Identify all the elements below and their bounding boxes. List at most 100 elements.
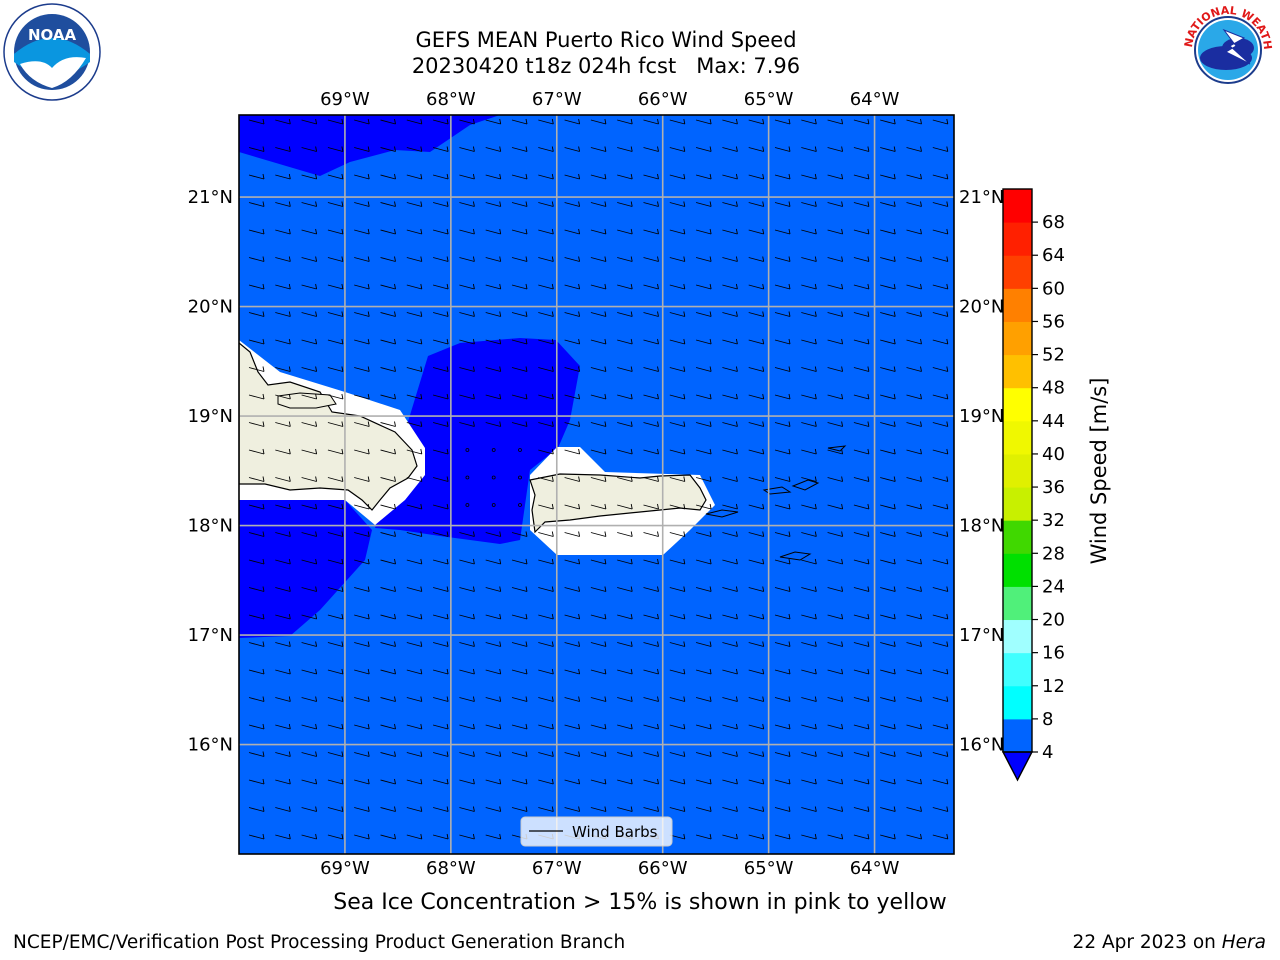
wind-barb-flag [946,421,949,427]
wind-barb [380,312,396,317]
wind-barb [327,669,344,675]
wind-barb-flag [394,448,396,455]
wind-barb [485,779,501,785]
wind-barb-flag [341,503,344,510]
wind-barb-flag [288,668,291,675]
wind-barb [459,532,475,537]
wind-barb [354,449,370,455]
wind-barb-flag [788,641,791,647]
wind-barb-flag [762,531,765,537]
wind-barb [590,174,607,180]
wind-barb-flag [551,476,554,482]
wind-barb-flag [367,503,370,510]
wind-barb-flag [841,778,844,785]
wind-barb-flag [735,421,738,427]
wind-barb-flag [262,146,265,152]
wind-barb-flag [578,696,581,702]
wind-barb [538,147,554,152]
wind-barb-flag [551,393,554,400]
wind-barb [801,807,817,812]
wind-barb [564,504,580,510]
wind-barb [722,229,738,235]
wind-barb-flag [814,476,817,482]
wind-barb [354,807,370,812]
wind-barb-flag [262,393,265,400]
colorbar-bin-48-52 [1003,354,1032,389]
lon-label-bottom-0: 69°W [320,858,370,879]
wind-barb-flag [788,751,791,757]
wind-barb [511,174,528,180]
wind-barb [459,587,475,592]
wind-barb-flag [288,338,291,345]
wind-barb [590,229,607,235]
wind-barb-flag [657,421,659,427]
wind-barb [380,449,396,455]
colorbar-bin-12-16 [1003,652,1032,687]
wind-barb-flag [367,476,370,482]
wind-barb-flag [472,421,475,427]
wind-barb-flag [788,393,791,400]
wind-barb [643,504,659,510]
wind-barb-flag [394,751,396,757]
wind-barb-flag [472,283,475,290]
wind-barb-flag [762,613,765,620]
colorbar-tick-label-28: 28 [1042,543,1065,564]
wind-barb-flag [946,751,949,757]
wind-barb [538,587,554,592]
wind-barb [380,587,396,592]
wind-barb [511,669,528,675]
wind-barb-flag [709,173,712,180]
wind-barb [301,422,317,427]
wind-barb-flag [551,558,554,565]
wind-barb [248,312,265,317]
wind-barb-flag [946,696,949,702]
wind-barb [643,477,659,482]
wind-barb [485,119,501,125]
wind-barb [801,614,817,620]
wind-barb-flag [499,778,502,785]
wind-barb [880,834,896,840]
wind-barb [327,642,344,647]
map-frame [238,114,955,855]
wind-barb-flag [315,201,318,207]
wind-barb-flag [394,283,396,290]
wind-barb-flag [446,723,449,730]
wind-barb-flag [893,586,896,592]
wind-barb [722,422,738,427]
wind-barb-flag [893,118,896,125]
wind-barb [564,587,580,592]
wind-barb [669,532,685,537]
wind-barb [643,284,659,290]
wind-barb [853,367,870,372]
wind-barb [932,119,948,125]
wind-barb [538,174,554,180]
wind-barb-flag [420,338,423,345]
wind-barb-flag [735,778,738,785]
wind-barb [511,119,528,125]
wind-barb-flag [551,283,554,290]
wind-barb [748,367,764,372]
wind-barb-flag [920,256,922,262]
wind-barb-flag [920,668,922,675]
wind-barb-flag [420,696,423,702]
wind-barb-flag [762,311,765,317]
wind-barb-flag [657,696,659,702]
wind-barb-flag [630,256,633,262]
wind-barb [459,724,475,730]
wind-barb [432,724,449,730]
wind-barb [722,312,738,317]
wind-barb [801,587,817,592]
wind-barb [406,449,422,455]
wind-barb [801,202,817,207]
wind-barb-flag [735,366,738,372]
wind-barb-flag [867,641,870,647]
wind-barb-flag [288,421,291,427]
wind-barb-flag [788,228,791,235]
wind-barb-flag [446,421,449,427]
wind-barb [564,669,580,675]
wind-barb-flag [762,778,765,785]
wind-barb [932,779,948,785]
wind-barb-flag [657,201,659,207]
wind-barb-flag [788,531,791,537]
wind-barb [669,257,685,262]
